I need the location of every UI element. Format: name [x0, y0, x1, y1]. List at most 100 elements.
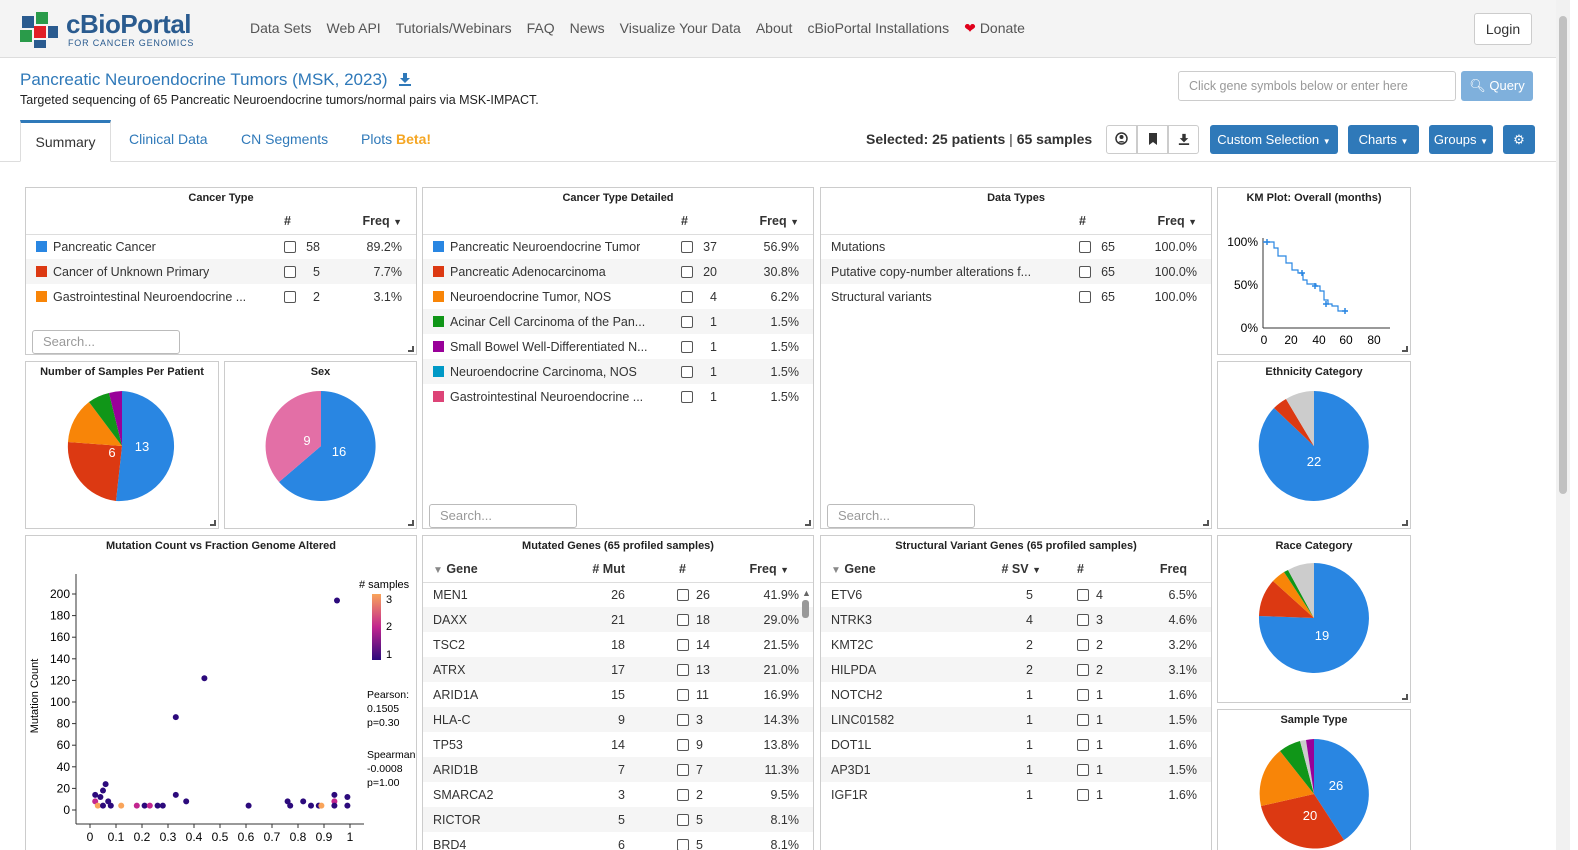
gene-symbol[interactable]: TSC2 [433, 637, 465, 652]
custom-selection-button[interactable]: Custom Selection ▼ [1210, 125, 1338, 154]
scatter-point[interactable] [141, 802, 148, 809]
row-checkbox[interactable] [677, 613, 689, 626]
row-checkbox[interactable] [284, 290, 296, 303]
gene-symbol[interactable]: NTRK3 [821, 607, 971, 632]
table-row[interactable]: SMARCA2 3 2 9.5% [423, 782, 813, 807]
scatter-point[interactable] [146, 802, 153, 809]
scatter-point[interactable] [300, 798, 307, 805]
query-button[interactable]: 🔍︎ Query [1461, 71, 1533, 101]
col-gene[interactable]: ▼ Gene [821, 556, 971, 583]
table-row[interactable]: Cancer of Unknown Primary 5 7.7% [26, 259, 416, 284]
table-row[interactable]: ATRX 17 13 21.0% [423, 657, 813, 682]
login-button[interactable]: Login [1474, 13, 1532, 45]
col-count[interactable]: # [1041, 556, 1135, 583]
scatter-point[interactable] [172, 714, 179, 721]
row-checkbox[interactable] [1077, 688, 1089, 701]
gene-symbol[interactable]: ATRX [423, 657, 573, 682]
scatter-point[interactable] [331, 791, 338, 798]
table-row[interactable]: MEN1 26 26 41.9% [423, 582, 813, 607]
study-title[interactable]: Pancreatic Neuroendocrine Tumors (MSK, 2… [20, 70, 412, 90]
table-row[interactable]: ARID1B 7 7 11.3% [423, 757, 813, 782]
nav-visualize[interactable]: Visualize Your Data [619, 20, 741, 36]
scatter-point[interactable] [92, 791, 99, 798]
row-checkbox[interactable] [284, 265, 296, 278]
scatter-point[interactable] [100, 802, 106, 809]
pie-slice[interactable] [279, 391, 376, 501]
gene-symbol[interactable]: KMT2C [831, 637, 874, 652]
pie-slice[interactable] [1258, 563, 1369, 673]
nav-tutorials[interactable]: Tutorials/Webinars [395, 20, 512, 36]
row-checkbox[interactable] [1077, 613, 1089, 626]
resize-handle-icon[interactable] [1203, 520, 1209, 526]
table-row[interactable]: HLA-C 9 3 14.3% [423, 707, 813, 732]
col-freq[interactable]: Freq ▼ [1130, 208, 1211, 235]
sample-type-pie[interactable]: 26 20 [1218, 730, 1411, 850]
row-checkbox[interactable] [1079, 290, 1091, 303]
pie-slice[interactable] [1288, 563, 1314, 618]
pie-slice[interactable] [109, 391, 122, 446]
table-row[interactable]: ARID1A 15 11 16.9% [423, 682, 813, 707]
km-plot-chart[interactable]: 100% 50% 0% 0 20 40 60 80 [1218, 208, 1411, 354]
cancer-type-search[interactable]: Search... [32, 330, 180, 354]
resize-handle-icon[interactable] [1402, 346, 1408, 352]
gene-symbol[interactable]: AP3D1 [821, 757, 971, 782]
row-checkbox[interactable] [681, 340, 693, 353]
table-row[interactable]: NOTCH2 1 1 1.6% [821, 682, 1211, 707]
gene-symbol[interactable]: RICTOR [423, 807, 573, 832]
gene-symbol[interactable]: ARID1A [433, 687, 479, 702]
table-row[interactable]: Gastrointestinal Neuroendocrine ... 1 1.5% [423, 384, 813, 409]
pie-slice[interactable] [67, 442, 122, 501]
col-count[interactable]: # [625, 556, 737, 583]
scatter-point[interactable] [107, 802, 114, 809]
scatter-point[interactable] [97, 794, 104, 801]
gene-symbol[interactable]: TP53 [433, 737, 463, 752]
tab-clinical-data[interactable]: Clinical Data [129, 131, 208, 147]
col-mut[interactable]: # Mut [573, 556, 625, 583]
row-checkbox[interactable] [1077, 663, 1089, 676]
table-row[interactable]: Acinar Cell Carcinoma of the Pan... 1 1.5% [423, 309, 813, 334]
pie-slice[interactable] [1259, 751, 1314, 806]
pie-slice[interactable] [1284, 570, 1314, 618]
row-checkbox[interactable] [681, 390, 693, 403]
pie-slice[interactable] [1314, 739, 1369, 840]
scatter-point[interactable] [92, 798, 99, 805]
scatter-point[interactable] [287, 802, 294, 809]
row-checkbox[interactable] [1079, 265, 1091, 278]
row-checkbox[interactable] [677, 763, 689, 776]
gene-symbol[interactable]: DAXX [423, 607, 573, 632]
data-types-search[interactable]: Search... [827, 504, 975, 528]
pie-slice[interactable] [1273, 572, 1314, 618]
table-row[interactable]: AP3D1 1 1 1.5% [821, 757, 1211, 782]
table-row[interactable]: Gastrointestinal Neuroendocrine ... 2 3.1% [26, 284, 416, 309]
col-gene[interactable]: ▼ Gene [423, 556, 573, 583]
pie-slice[interactable] [89, 393, 122, 446]
scatter-point[interactable] [94, 802, 101, 809]
col-sv[interactable]: # SV ▼ [971, 556, 1041, 583]
gene-query-input[interactable]: Click gene symbols below or enter here [1178, 71, 1456, 101]
tab-cn-segments[interactable]: CN Segments [241, 131, 329, 147]
nav-web-api[interactable]: Web API [326, 20, 381, 36]
sex-pie[interactable]: 16 9 [225, 382, 417, 528]
table-row[interactable]: Small Bowel Well-Differentiated N... 1 1.5… [423, 334, 813, 359]
table-row[interactable]: LINC01582 1 1 1.5% [821, 707, 1211, 732]
bookmark-button[interactable] [1137, 125, 1168, 154]
scatter-point[interactable] [344, 794, 351, 801]
gene-symbol[interactable]: NOTCH2 [831, 687, 883, 702]
scatter-point[interactable] [172, 791, 179, 798]
col-freq[interactable]: Freq [1135, 556, 1211, 583]
tab-plots[interactable]: Plots Beta! [361, 131, 431, 147]
table-row[interactable]: Mutations 65 100.0% [821, 234, 1211, 259]
row-checkbox[interactable] [681, 290, 693, 303]
scatter-point[interactable] [118, 802, 125, 809]
col-freq[interactable]: Freq ▼ [737, 556, 813, 583]
gene-symbol[interactable]: IGF1R [831, 787, 868, 802]
gene-symbol[interactable]: ETV6 [831, 587, 863, 602]
table-row[interactable]: Pancreatic Cancer 58 89.2% [26, 234, 416, 259]
table-row[interactable]: IGF1R 1 1 1.6% [821, 782, 1211, 807]
gene-symbol[interactable]: ARID1B [423, 757, 573, 782]
gene-symbol[interactable]: DOT1L [831, 737, 872, 752]
scatter-point[interactable] [344, 802, 351, 809]
nav-faq[interactable]: FAQ [526, 20, 555, 36]
table-row[interactable]: RICTOR 5 5 8.1% [423, 807, 813, 832]
col-count[interactable]: # [284, 208, 338, 235]
